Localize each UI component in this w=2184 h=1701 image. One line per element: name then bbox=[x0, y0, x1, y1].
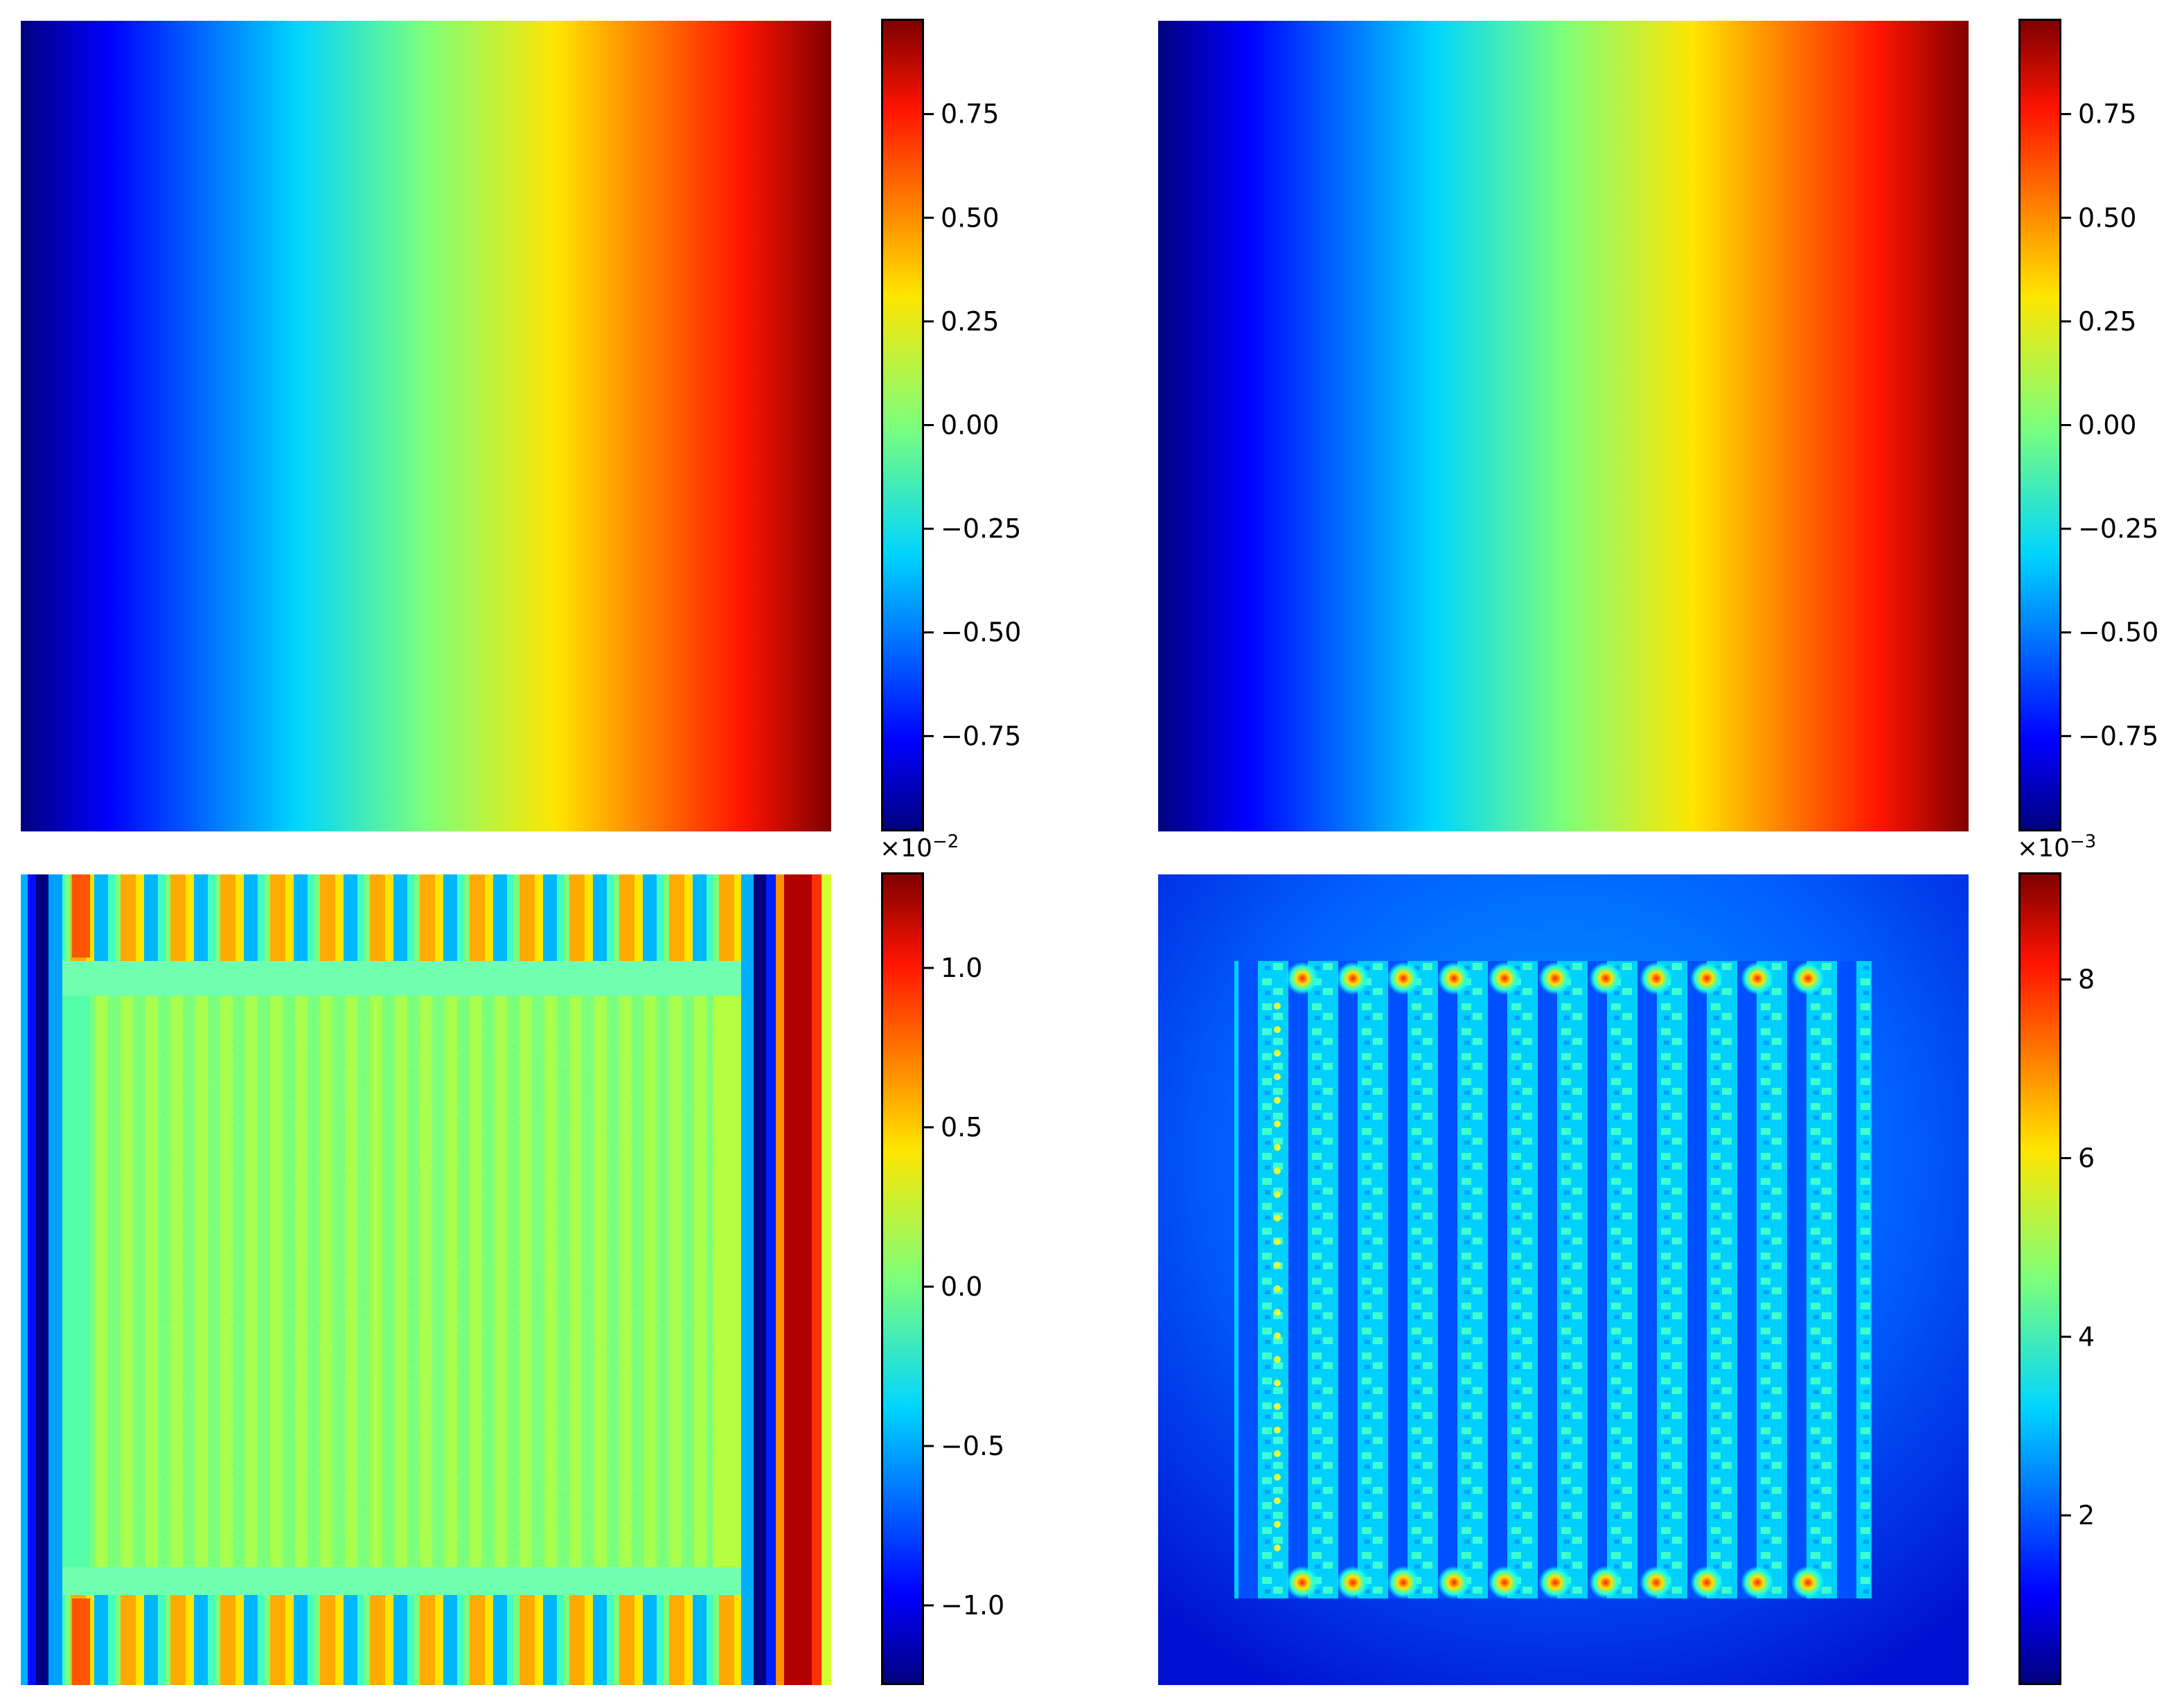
lattice-point bbox=[1274, 1050, 1281, 1057]
lattice-point bbox=[1274, 1120, 1281, 1127]
lattice-point bbox=[1274, 1403, 1281, 1410]
colorbar-tick-label: −0.50 bbox=[941, 617, 1021, 648]
lattice-point bbox=[1690, 962, 1723, 995]
colorbar-tick-label: 0.00 bbox=[941, 410, 1000, 441]
lattice-point bbox=[1589, 962, 1622, 995]
lattice-point bbox=[1274, 1474, 1281, 1481]
colorbar-tick-label: 2 bbox=[2078, 1500, 2095, 1531]
colorbar-tick-label: −0.5 bbox=[941, 1431, 1004, 1461]
lattice-point bbox=[1274, 1356, 1281, 1363]
lattice-point bbox=[1274, 1521, 1281, 1528]
colorbar-tick-label: −0.25 bbox=[941, 513, 1021, 544]
colorbar-tick-label: 0.75 bbox=[941, 99, 1000, 130]
lattice-point bbox=[1437, 1566, 1471, 1599]
heatmap-panel-4 bbox=[1158, 874, 1969, 1685]
colorbar-1-ticks: 0.75 0.50 0.25 0.00 −0.25 −0.50 −0.75 bbox=[924, 99, 1021, 751]
lattice-point bbox=[1336, 1566, 1369, 1599]
lattice-point bbox=[1640, 962, 1673, 995]
colorbar-tick-label: 0.75 bbox=[2078, 99, 2137, 130]
colorbar-4-ticks: 8 6 4 2 bbox=[2061, 964, 2095, 1531]
colorbar-tick-label: −0.25 bbox=[2078, 513, 2158, 544]
lattice-point bbox=[1336, 962, 1369, 995]
colorbar-tick-label: 8 bbox=[2078, 964, 2095, 995]
lattice-point bbox=[1274, 1003, 1281, 1010]
lattice-point bbox=[1274, 1380, 1281, 1386]
heatmap-panel-1 bbox=[21, 21, 831, 831]
colorbar-3-ticks: 1.0 0.5 0.0 −0.5 −1.0 bbox=[924, 953, 1004, 1621]
lattice-point bbox=[1538, 1566, 1572, 1599]
lattice-point bbox=[1589, 1566, 1622, 1599]
colorbar-3-multiplier: ×10−2 bbox=[880, 831, 959, 863]
colorbar-tick-label: −0.75 bbox=[941, 721, 1021, 751]
colorbar-tick-label: 6 bbox=[2078, 1143, 2095, 1173]
lattice-point bbox=[1274, 1215, 1281, 1222]
lattice-point bbox=[1274, 1144, 1281, 1151]
colorbar-tick-label: −0.50 bbox=[2078, 617, 2158, 648]
colorbar-tick-label: 0.50 bbox=[2078, 202, 2137, 233]
lattice-point bbox=[1488, 962, 1521, 995]
colorbar-tick-label: 0.00 bbox=[2078, 410, 2137, 441]
lattice-point bbox=[1741, 962, 1774, 995]
colorbar-3 bbox=[881, 872, 924, 1685]
colorbar-tick-label: −1.0 bbox=[941, 1590, 1004, 1621]
lattice-point bbox=[1690, 1566, 1723, 1599]
lattice-point bbox=[1387, 962, 1420, 995]
lattice-point bbox=[1274, 1262, 1281, 1269]
lattice-point bbox=[1274, 1238, 1281, 1245]
heatmap-image-2 bbox=[1158, 21, 1969, 831]
colorbar-tick-label: 0.5 bbox=[941, 1112, 982, 1143]
lattice-point bbox=[1488, 1566, 1521, 1599]
colorbar-2-ticks: 0.75 0.50 0.25 0.00 −0.25 −0.50 −0.75 bbox=[2061, 99, 2158, 751]
lattice-point bbox=[1741, 1566, 1774, 1599]
colorbar-4-multiplier: ×10−3 bbox=[2017, 831, 2097, 863]
colorbar-tick-label: 4 bbox=[2078, 1321, 2095, 1352]
lattice-point bbox=[1538, 962, 1572, 995]
colorbar-1 bbox=[881, 19, 924, 831]
lattice-point bbox=[1274, 1097, 1281, 1104]
lattice-point bbox=[1274, 1332, 1281, 1339]
colorbar-4 bbox=[2018, 872, 2061, 1685]
lattice-point bbox=[1286, 1566, 1319, 1599]
heatmap-image-4 bbox=[1158, 874, 1969, 1685]
lattice-point bbox=[1274, 1026, 1281, 1033]
lattice-point bbox=[1286, 962, 1319, 995]
lattice-point bbox=[1791, 1566, 1825, 1599]
lattice-point bbox=[1274, 1073, 1281, 1080]
colorbar-tick-label: 1.0 bbox=[941, 953, 982, 983]
lattice-point bbox=[1387, 1566, 1420, 1599]
lattice-point bbox=[1274, 1309, 1281, 1316]
colorbar-tick-label: 0.0 bbox=[941, 1271, 982, 1302]
colorbar-tick-label: −0.75 bbox=[2078, 721, 2158, 751]
lattice-point bbox=[1274, 1450, 1281, 1457]
colorbar-tick-label: 0.50 bbox=[941, 202, 1000, 233]
lattice-point bbox=[1274, 1285, 1281, 1292]
lattice-point bbox=[1274, 1544, 1281, 1551]
heatmap-panel-3 bbox=[21, 874, 831, 1685]
lattice-point bbox=[1274, 1427, 1281, 1434]
heatmap-panel-2 bbox=[1158, 21, 1969, 831]
lattice-point bbox=[1274, 1191, 1281, 1198]
heatmap-image-3 bbox=[21, 874, 831, 1685]
colorbar-2 bbox=[2018, 19, 2061, 831]
colorbar-tick-label: 0.25 bbox=[941, 306, 1000, 337]
lattice-point bbox=[1274, 1497, 1281, 1504]
lattice-point bbox=[1640, 1566, 1673, 1599]
lattice-point bbox=[1274, 1167, 1281, 1174]
colorbar-tick-label: 0.25 bbox=[2078, 306, 2137, 337]
heatmap-image-1 bbox=[21, 21, 831, 831]
lattice-point bbox=[1791, 962, 1825, 995]
lattice-point bbox=[1437, 962, 1471, 995]
